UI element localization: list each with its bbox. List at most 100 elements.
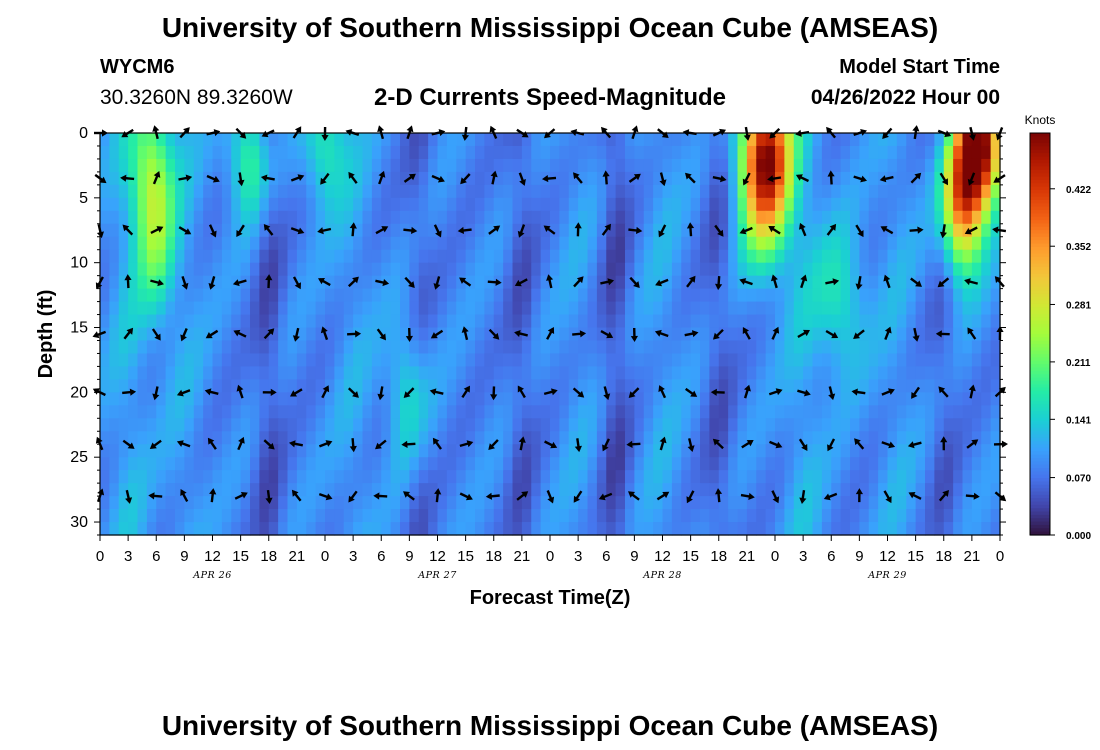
heatmap-cell [625, 392, 635, 406]
heatmap-cell [146, 301, 157, 316]
heatmap-cell [268, 223, 279, 238]
heatmap-cell [671, 133, 682, 147]
vector-head [685, 172, 692, 180]
heatmap-cell [662, 405, 673, 419]
speed-heatmap [100, 133, 1001, 536]
vector-head [772, 326, 780, 334]
heatmap-cell [934, 405, 945, 419]
heatmap-cell [559, 457, 570, 471]
vector-head [238, 436, 245, 444]
heatmap-cell [475, 470, 485, 484]
heatmap-cell [306, 340, 317, 355]
heatmap-cell [175, 210, 185, 225]
heatmap-cell [193, 223, 204, 238]
heatmap-cell [325, 483, 335, 497]
heatmap-cell [456, 314, 467, 329]
heatmap-cell [203, 145, 214, 160]
heatmap-cell [971, 210, 982, 225]
vector-head [321, 134, 329, 141]
heatmap-cell [578, 366, 589, 380]
heatmap-cell [906, 444, 917, 458]
heatmap-cell [737, 470, 748, 484]
heatmap-cell [278, 392, 289, 406]
heatmap-cell [662, 470, 673, 484]
heatmap-cell [606, 418, 617, 432]
heatmap-cell [334, 327, 345, 342]
heatmap-cell [465, 366, 476, 380]
heatmap-cell [475, 418, 485, 432]
heatmap-cell [456, 210, 467, 225]
heatmap-cell [334, 509, 345, 523]
heatmap-cell [896, 353, 907, 368]
colorbar-segment [1030, 203, 1050, 208]
vector-head [687, 445, 695, 452]
colorbar-segment [1030, 280, 1050, 285]
heatmap-cell [446, 236, 457, 251]
heatmap-cell [156, 457, 167, 471]
vector-head [294, 282, 301, 290]
heatmap-cell [175, 509, 185, 523]
vector-arrow [910, 172, 922, 184]
heatmap-cell [962, 431, 973, 445]
heatmap-cell [681, 483, 692, 497]
heatmap-cell [137, 301, 148, 316]
heatmap-cell [334, 171, 345, 186]
heatmap-cell [268, 314, 279, 329]
vector-arrow [320, 326, 329, 341]
heatmap-cell [709, 496, 720, 510]
heatmap-cell [315, 405, 326, 419]
vector-head [827, 170, 835, 177]
heatmap-cell [953, 353, 964, 368]
heatmap-cell [437, 197, 448, 212]
heatmap-cell [803, 470, 814, 484]
heatmap-cell [512, 405, 523, 419]
heatmap-cell [259, 158, 270, 173]
heatmap-cell [175, 314, 185, 329]
heatmap-cell [109, 249, 120, 264]
heatmap-cell [268, 509, 279, 523]
heatmap-cell [334, 522, 345, 536]
heatmap-cell [578, 509, 589, 523]
heatmap-cell [371, 470, 382, 484]
heatmap-cell [662, 366, 673, 380]
heatmap-cell [175, 145, 185, 160]
vector-head [270, 388, 277, 396]
x-tick-label: 12 [429, 548, 446, 565]
heatmap-cell [231, 249, 242, 264]
heatmap-cell [137, 405, 148, 419]
heatmap-cell [896, 470, 907, 484]
vector-arrow [546, 327, 555, 340]
heatmap-cell [175, 444, 185, 458]
heatmap-cell [915, 392, 926, 406]
heatmap-cell [906, 522, 917, 536]
heatmap-cell [325, 171, 335, 186]
heatmap-cell [756, 444, 767, 458]
heatmap-cell [521, 418, 532, 432]
heatmap-cell [437, 496, 448, 510]
heatmap-cell [212, 327, 223, 342]
heatmap-cell [296, 392, 307, 406]
heatmap-cell [240, 379, 251, 393]
heatmap-cell [268, 133, 279, 147]
vector-head [209, 488, 217, 495]
heatmap-cell [156, 353, 167, 368]
heatmap-cell [381, 496, 392, 510]
heatmap-cell [484, 457, 495, 471]
heatmap-cell [456, 522, 467, 536]
vector-head [915, 280, 922, 287]
heatmap-cell [503, 301, 514, 316]
heatmap-cell [268, 522, 279, 536]
heatmap-cell [409, 444, 420, 458]
heatmap-cell [606, 392, 617, 406]
heatmap-cell [943, 301, 954, 316]
heatmap-cell [165, 249, 176, 264]
heatmap-cell [634, 483, 645, 497]
heatmap-cell [765, 210, 776, 225]
heatmap-cell [737, 171, 748, 186]
heatmap-cell [915, 444, 926, 458]
heatmap-cell [775, 353, 785, 368]
heatmap-cell [981, 405, 992, 419]
heatmap-cell [953, 470, 964, 484]
vector-head [713, 332, 720, 340]
heatmap-cell [540, 301, 551, 316]
